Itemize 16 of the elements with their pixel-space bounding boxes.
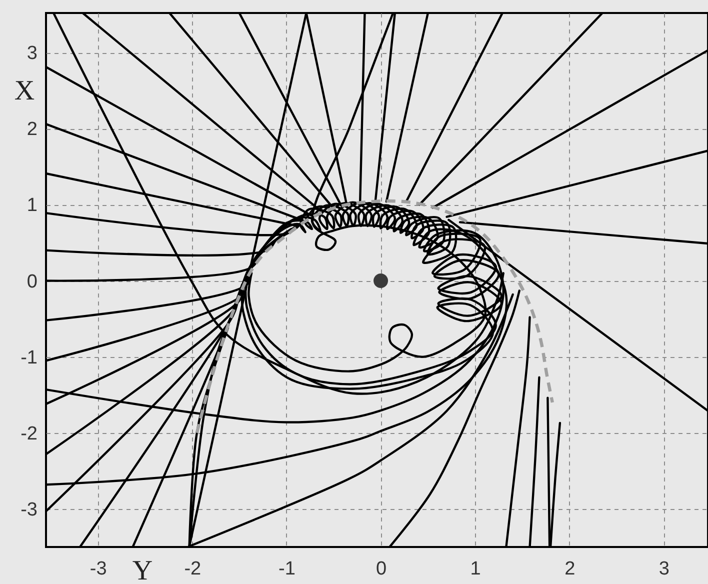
y-tick-label: 1 [26,195,38,216]
y-tick-label: -3 [20,499,38,520]
y-tick-label: 3 [26,43,38,64]
x-tick-label: 1 [470,558,481,580]
x-tick-label: -2 [184,558,202,580]
x-tick-label: 0 [376,558,387,580]
y-tick-label: -1 [20,347,38,368]
x-tick-label: 2 [564,558,576,580]
x-axis-title: Y [132,556,153,584]
y-axis-title: X [14,76,35,106]
x-tick-label: -1 [278,558,296,580]
x-tick-label: -3 [90,558,107,580]
x-tick-label: 3 [658,558,670,580]
y-tick-label: 0 [26,271,38,292]
y-tick-label: 2 [26,119,38,140]
y-tick-label: -2 [20,423,38,444]
